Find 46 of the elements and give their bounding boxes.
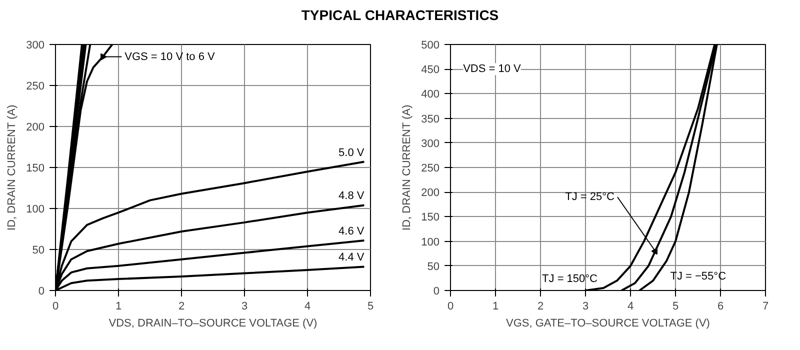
annotation: VGS = 10 V to 6 V: [124, 50, 216, 63]
annotation: VDS = 10 V: [463, 63, 522, 76]
x-tick-label: 5: [367, 300, 374, 312]
x-tick-label: 7: [762, 300, 769, 312]
y-tick-label: 0: [38, 286, 45, 298]
y-tick-label: 200: [421, 187, 440, 200]
y-tick-label: 250: [26, 80, 45, 92]
x-axis-title: VGS, GATE–TO–SOURCE VOLTAGE (V): [506, 318, 710, 330]
y-tick-label: 0: [433, 286, 440, 298]
x-tick-label: 2: [537, 300, 544, 312]
x-tick-label: 6: [717, 300, 724, 312]
y-tick-label: 50: [32, 244, 45, 256]
y-tick-label: 200: [26, 122, 45, 134]
x-tick-label: 4: [304, 300, 311, 312]
y-tick-label: 400: [421, 88, 440, 101]
x-tick-label: 5: [672, 300, 679, 312]
series-label: 4.6 V: [338, 225, 365, 238]
x-tick-label: 3: [582, 300, 589, 312]
text: TYPICAL CHARACTERISTICS: [301, 6, 499, 25]
y-tick-label: 300: [421, 138, 440, 150]
annotation: TJ = −55°C: [670, 270, 726, 283]
x-axis-title: VDS, DRAIN–TO–SOURCE VOLTAGE (V): [108, 318, 318, 330]
y-tick-label: 500: [421, 40, 440, 52]
y-tick-label: 150: [26, 162, 45, 174]
annotation: TJ = 25°C: [565, 191, 615, 204]
y-tick-label: 100: [421, 236, 440, 248]
y-tick-label: 100: [26, 204, 45, 216]
y-tick-label: 450: [421, 64, 440, 76]
y-axis-title: ID, DRAIN CURRENT (A): [6, 104, 18, 230]
x-tick-label: 3: [241, 300, 248, 312]
y-axis-title: ID, DRAIN CURRENT (A): [401, 104, 414, 230]
y-tick-label: 250: [421, 162, 440, 174]
x-tick-label: 4: [627, 300, 634, 312]
y-tick-label: 50: [427, 260, 440, 273]
x-tick-label: 1: [492, 300, 499, 312]
series-label: 4.4 V: [338, 252, 365, 264]
series-label: 5.0 V: [338, 146, 365, 159]
y-tick-label: 350: [421, 113, 440, 126]
y-tick-label: 150: [421, 212, 440, 224]
y-tick-label: 300: [26, 40, 45, 52]
x-tick-label: 0: [447, 300, 454, 312]
annotation: TJ = 150°C: [542, 273, 598, 286]
x-tick-label: 1: [115, 300, 122, 312]
series-label: 4.8 V: [338, 190, 365, 202]
x-tick-label: 0: [52, 300, 59, 312]
x-tick-label: 2: [178, 300, 185, 312]
